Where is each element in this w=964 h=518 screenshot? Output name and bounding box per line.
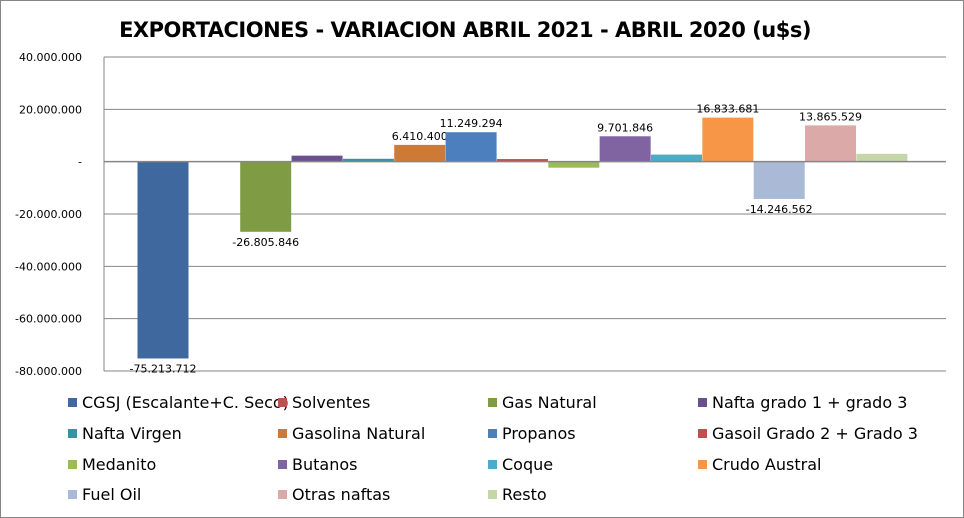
legend-item: Resto — [488, 485, 547, 504]
legend-label: Coque — [502, 455, 554, 474]
chart-title: EXPORTACIONES - VARIACION ABRIL 2021 - A… — [119, 18, 811, 42]
legend-item: Otras naftas — [278, 485, 390, 504]
legend-label: Nafta Virgen — [82, 424, 182, 443]
legend-label: Gasolina Natural — [292, 424, 426, 443]
legend-item: Gasolina Natural — [278, 424, 425, 443]
bar-12 — [753, 161, 805, 199]
legend-item: Coque — [488, 455, 553, 474]
legend-label: Fuel Oil — [82, 485, 142, 504]
legend-swatch — [488, 398, 497, 407]
legend-label: Solventes — [292, 393, 371, 412]
bar-13 — [805, 125, 857, 162]
bar-10 — [651, 154, 702, 162]
bar-0 — [137, 161, 189, 359]
y-tick-label: 20.000.000 — [19, 103, 82, 116]
data-label: -75.213.712 — [130, 362, 197, 375]
bar-5 — [394, 144, 446, 162]
legend-label: CGSJ (Escalante+C. Seco) — [82, 393, 289, 412]
data-label: 11.249.294 — [440, 117, 503, 130]
legend-swatch — [488, 429, 497, 438]
bar-4 — [342, 158, 394, 162]
bar-2 — [240, 161, 292, 232]
bar-14 — [856, 153, 908, 162]
legend-label: Propanos — [502, 424, 576, 443]
legend-item: Crudo Austral — [698, 455, 821, 474]
legend-item: Propanos — [488, 424, 576, 443]
legend-swatch — [68, 460, 77, 469]
y-tick-label: -80.000.000 — [15, 365, 82, 378]
y-tick-label: -40.000.000 — [15, 260, 82, 273]
legend-item: CGSJ (Escalante+C. Seco) — [68, 393, 289, 412]
data-label: 13.865.529 — [799, 110, 862, 123]
legend-label: Butanos — [292, 455, 358, 474]
legend-item: Nafta grado 1 + grado 3 — [698, 393, 907, 412]
legend-label: Otras naftas — [292, 485, 391, 504]
data-label: -14.246.562 — [746, 203, 813, 216]
bar-8 — [548, 161, 600, 168]
bar-7 — [496, 159, 548, 162]
legend-swatch — [488, 460, 497, 469]
legend-label: Nafta grado 1 + grado 3 — [712, 393, 908, 412]
bar-9 — [599, 136, 651, 162]
legend-item: Gasoil Grado 2 + Grado 3 — [698, 424, 918, 443]
data-label: 16.833.681 — [696, 103, 759, 116]
bar-11 — [702, 117, 754, 162]
legend-label: Crudo Austral — [712, 455, 822, 474]
legend-item: Butanos — [278, 455, 357, 474]
legend-swatch — [488, 490, 497, 499]
legend-item: Gas Natural — [488, 393, 597, 412]
legend-swatch — [698, 398, 707, 407]
legend-item: Nafta Virgen — [68, 424, 182, 443]
legend-swatch — [278, 429, 287, 438]
legend-swatch — [698, 429, 707, 438]
legend-item: Fuel Oil — [68, 485, 141, 504]
data-label: -26.805.846 — [232, 236, 299, 249]
data-label: 6.410.400 — [392, 130, 448, 143]
legend-swatch — [68, 490, 77, 499]
legend-swatch — [278, 398, 287, 407]
legend-swatch — [68, 398, 77, 407]
bar-6 — [445, 132, 497, 162]
y-tick-label: -20.000.000 — [15, 208, 82, 221]
legend-swatch — [68, 429, 77, 438]
y-tick-label: 40.000.000 — [19, 51, 82, 64]
legend-item: Solventes — [278, 393, 370, 412]
legend-label: Gasoil Grado 2 + Grado 3 — [712, 424, 918, 443]
legend-swatch — [278, 490, 287, 499]
y-tick-label: -60.000.000 — [15, 313, 82, 326]
legend-label: Gas Natural — [502, 393, 597, 412]
bar-3 — [291, 155, 343, 162]
legend-swatch — [278, 460, 287, 469]
legend-swatch — [698, 460, 707, 469]
data-label: 9.701.846 — [597, 121, 653, 134]
legend-label: Medanito — [82, 455, 157, 474]
legend-label: Resto — [502, 485, 547, 504]
legend-item: Medanito — [68, 455, 156, 474]
y-tick-label: - — [78, 156, 82, 169]
